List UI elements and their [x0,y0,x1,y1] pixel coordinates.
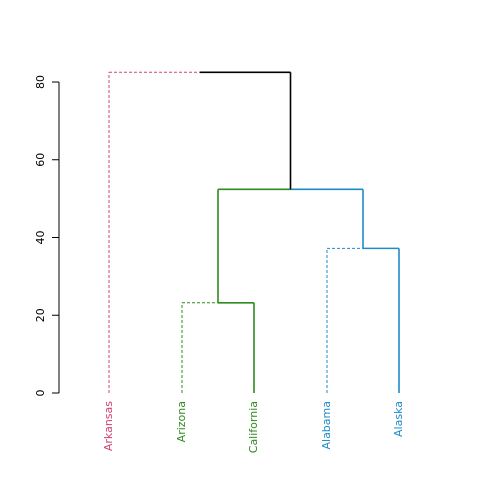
y-tick-label: 60 [34,153,47,167]
leaf-label-alaska: Alaska [392,401,405,437]
y-tick-label: 40 [34,231,47,245]
leaf-label-arizona: Arizona [175,401,188,442]
y-tick-label: 80 [34,75,47,89]
y-axis: 0 20 40 60 80 [34,75,60,397]
leaf-label-california: California [247,401,260,453]
leaf-label-alabama: Alabama [320,401,333,450]
leaf-label-arkansas: Arkansas [102,401,115,451]
y-tick-label: 20 [34,308,47,322]
dendrogram-branches [108,71,400,393]
leaf-labels: Arkansas Arizona California Alabama Alaska [102,401,405,454]
y-tick-label: 0 [34,390,47,397]
